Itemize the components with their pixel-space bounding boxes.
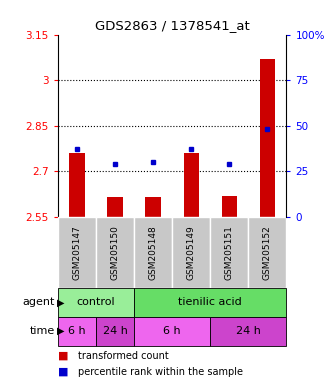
Bar	[58, 317, 96, 346]
Text: GSM205152: GSM205152	[263, 225, 272, 280]
Text: ■: ■	[58, 351, 69, 361]
Text: time: time	[29, 326, 55, 336]
Text: 24 h: 24 h	[103, 326, 127, 336]
Bar	[107, 197, 122, 217]
Text: 6 h: 6 h	[163, 326, 181, 336]
Text: GSM205147: GSM205147	[72, 225, 81, 280]
Text: GSM205149: GSM205149	[187, 225, 196, 280]
Bar	[58, 217, 96, 288]
Text: control: control	[77, 297, 115, 308]
Bar	[248, 217, 286, 288]
Text: percentile rank within the sample: percentile rank within the sample	[78, 367, 243, 377]
Bar	[221, 196, 237, 217]
Text: GSM205150: GSM205150	[111, 225, 119, 280]
Text: 6 h: 6 h	[68, 326, 86, 336]
Bar	[70, 153, 85, 217]
Text: ▶: ▶	[57, 326, 65, 336]
Bar	[134, 288, 286, 317]
Bar	[96, 217, 134, 288]
Bar	[172, 217, 210, 288]
Bar	[210, 217, 248, 288]
Bar	[96, 317, 134, 346]
Bar	[58, 288, 134, 317]
Bar	[183, 153, 199, 217]
Title: GDS2863 / 1378541_at: GDS2863 / 1378541_at	[95, 19, 250, 32]
Text: ■: ■	[58, 367, 69, 377]
Text: transformed count: transformed count	[78, 351, 168, 361]
Text: GSM205148: GSM205148	[149, 225, 158, 280]
Text: agent: agent	[22, 297, 55, 308]
Bar	[260, 59, 275, 217]
Bar	[145, 197, 161, 217]
Text: ▶: ▶	[57, 297, 65, 308]
Text: 24 h: 24 h	[236, 326, 261, 336]
Bar	[134, 217, 172, 288]
Bar	[210, 317, 286, 346]
Text: tienilic acid: tienilic acid	[178, 297, 242, 308]
Bar	[134, 317, 210, 346]
Text: GSM205151: GSM205151	[225, 225, 234, 280]
